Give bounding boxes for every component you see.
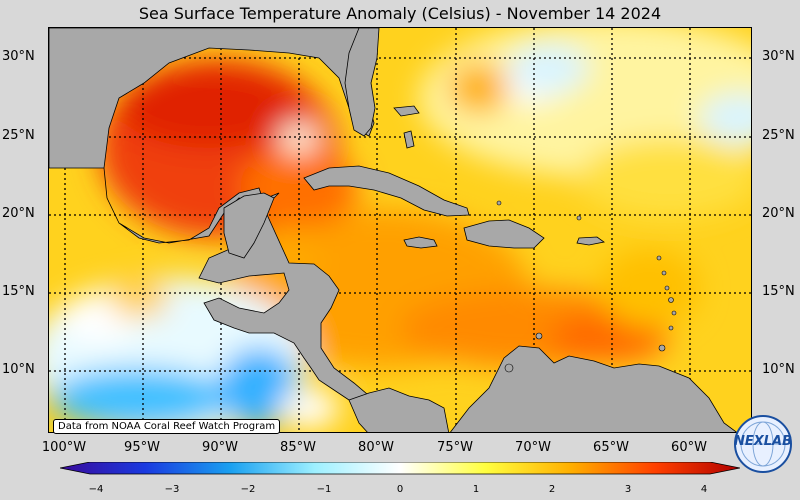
- lat-label-left: 30°N: [2, 49, 35, 64]
- north-america-land: [49, 28, 375, 409]
- anomaly-field: [49, 28, 751, 432]
- lat-label-left: 25°N: [2, 128, 35, 143]
- lat-label-left: 10°N: [2, 362, 35, 377]
- lat-label-right: 25°N: [762, 128, 795, 143]
- bahamas-island: [393, 105, 420, 117]
- panama-land: [348, 387, 450, 432]
- colorbar-tick: −4: [88, 484, 104, 495]
- nexlab-logo[interactable]: NEXLAB: [733, 414, 793, 474]
- colorbar-tick: 1: [472, 484, 480, 495]
- lat-label-left: 20°N: [2, 206, 35, 221]
- colorbar-tick: 4: [700, 484, 708, 495]
- small-islands: [496, 200, 677, 373]
- lat-label-right: 15°N: [762, 284, 795, 299]
- sst-anomaly-map: [48, 27, 752, 433]
- colorbar-gradient: [60, 462, 740, 475]
- map-title: Sea Surface Temperature Anomaly (Celsius…: [138, 4, 662, 23]
- colorbar-tick: −2: [240, 484, 256, 495]
- hispaniola-island: [463, 219, 545, 249]
- yucatan-land: [223, 192, 275, 259]
- data-credit: Data from NOAA Coral Reef Watch Program: [53, 419, 281, 434]
- florida-land: [344, 28, 380, 137]
- colorbar-tick: 2: [548, 484, 556, 495]
- lon-label: 65°W: [593, 440, 629, 455]
- lon-label: 95°W: [124, 440, 160, 455]
- map-canvas: [49, 28, 751, 432]
- lon-label: 100°W: [41, 440, 87, 455]
- lon-label: 90°W: [202, 440, 238, 455]
- lat-label-left: 15°N: [2, 284, 35, 299]
- colorbar-tick: 0: [396, 484, 404, 495]
- globe-icon: [734, 415, 792, 473]
- lon-label: 80°W: [358, 440, 394, 455]
- lon-label: 75°W: [437, 440, 473, 455]
- lat-label-right: 10°N: [762, 362, 795, 377]
- lon-label: 60°W: [671, 440, 707, 455]
- cuba-island: [303, 165, 470, 217]
- logo-text: NEXLAB: [733, 434, 793, 449]
- colorbar-tick: −3: [164, 484, 180, 495]
- puerto-rico-island: [576, 236, 605, 246]
- lat-label-right: 20°N: [762, 206, 795, 221]
- colorbar: [60, 462, 740, 475]
- jamaica-island: [403, 236, 438, 249]
- colorbar-tick: 3: [624, 484, 632, 495]
- colorbar-tick: −1: [316, 484, 332, 495]
- lon-label: 85°W: [280, 440, 316, 455]
- land-masses: [49, 28, 737, 432]
- bahamas-island: [403, 130, 415, 149]
- lat-label-right: 30°N: [762, 49, 795, 64]
- lon-label: 70°W: [515, 440, 551, 455]
- south-america-land: [450, 345, 737, 432]
